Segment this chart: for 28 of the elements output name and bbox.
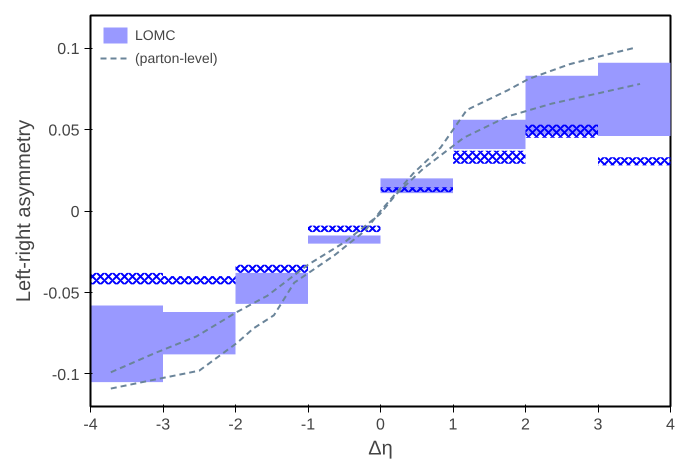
legend-label: LOMC — [135, 27, 176, 43]
legend-label: (parton-level) — [135, 50, 218, 66]
bar — [236, 272, 308, 304]
x-tick-label: 2 — [521, 416, 530, 434]
bar — [90, 272, 163, 284]
y-tick-label: 0.1 — [57, 41, 80, 58]
bar — [308, 235, 380, 244]
bar — [598, 157, 670, 166]
bar — [380, 187, 453, 192]
bar — [453, 150, 526, 164]
bar — [163, 276, 236, 284]
y-tick-label: -0.05 — [43, 285, 80, 302]
x-tick-label: 1 — [448, 416, 458, 434]
bar — [526, 124, 598, 138]
x-tick-label: 0 — [376, 416, 386, 434]
y-tick-label: 0 — [70, 204, 80, 221]
x-tick-label: -3 — [156, 416, 170, 434]
x-tick-label: -1 — [300, 416, 316, 434]
y-axis-title: Left-right asymmetry — [13, 120, 36, 302]
x-axis-title: Δη — [368, 438, 393, 460]
bar — [308, 226, 380, 232]
x-tick-label: 4 — [666, 416, 676, 434]
y-tick-label: -0.1 — [52, 366, 80, 384]
x-tick-label: -4 — [83, 416, 98, 434]
bar — [236, 264, 308, 273]
y-tick-label: 0.05 — [48, 122, 80, 140]
x-tick-label: 3 — [594, 416, 603, 434]
x-tick-label: -2 — [228, 416, 243, 434]
